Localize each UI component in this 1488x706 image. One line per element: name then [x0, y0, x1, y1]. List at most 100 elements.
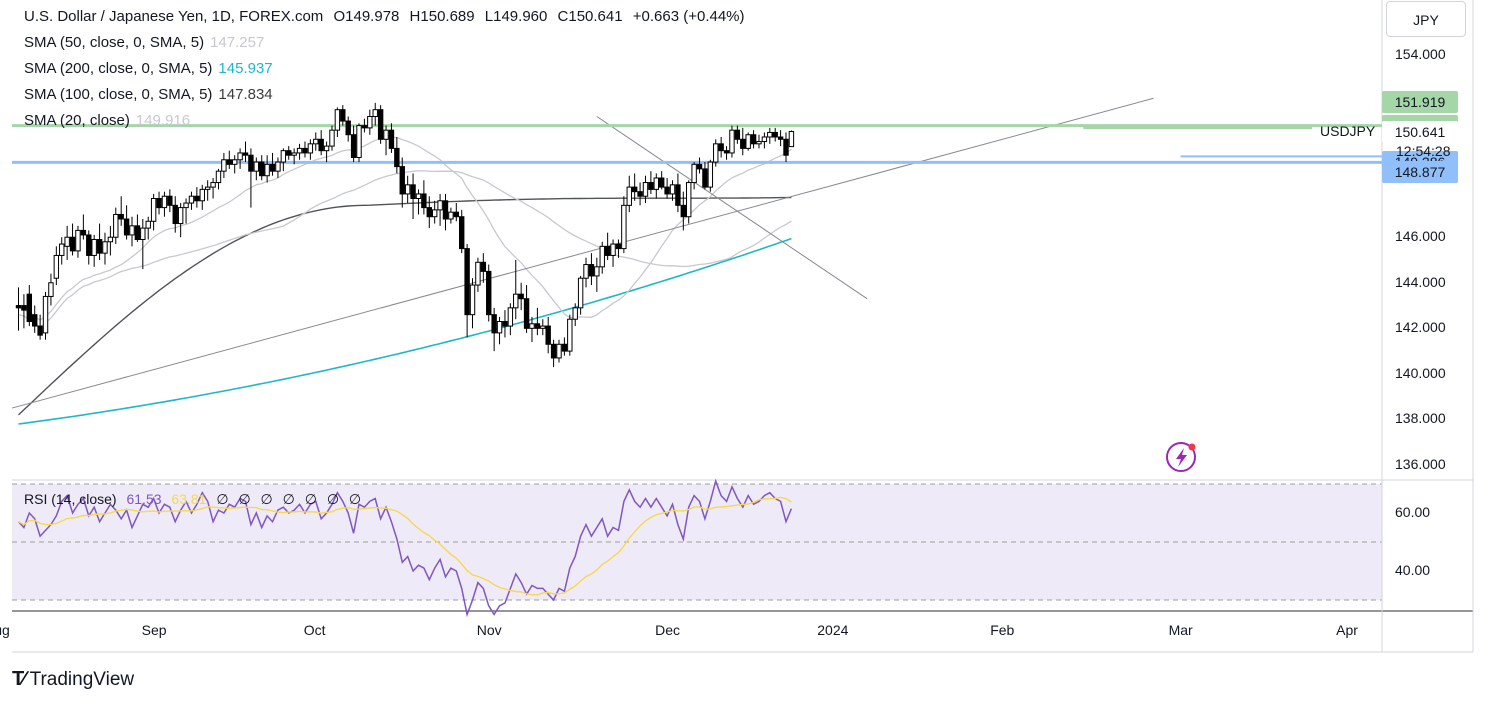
time-tick-label: Dec: [655, 622, 680, 638]
candle-body: [150, 198, 157, 222]
candle-body: [653, 177, 659, 190]
sma-200-line: [18, 237, 792, 425]
candle-body: [459, 216, 465, 250]
candle-body: [275, 161, 281, 172]
candle-body: [486, 270, 492, 316]
legend-sma-100[interactable]: SMA (100, close, 0, SMA, 5) 147.834: [24, 86, 273, 103]
rsi-line: [17, 478, 793, 618]
candle-body: [675, 184, 681, 206]
legend-value: 147.834: [218, 86, 273, 103]
candle-body: [199, 188, 205, 202]
change-value: +0.663 (+0.44%): [632, 8, 745, 25]
legend-value: 147.257: [210, 34, 265, 51]
tradingview-brand[interactable]: T∕ TradingView: [12, 668, 134, 691]
high-value: H150.689: [409, 8, 475, 25]
candle-body: [221, 159, 227, 172]
time-tick-label: 2024: [817, 622, 849, 638]
candle-body: [394, 147, 400, 168]
currency-button[interactable]: JPY: [1386, 1, 1466, 37]
candle-body: [534, 323, 541, 329]
price-tick-label: 144.000: [1395, 273, 1446, 290]
candle-body: [177, 207, 184, 225]
rsi-legend[interactable]: RSI (14, close) 61.53 63.81 ∅ ∅ ∅ ∅ ∅ ∅ …: [24, 491, 367, 508]
candle-body: [610, 243, 616, 256]
candle-body: [350, 134, 357, 159]
candle-body: [302, 147, 308, 154]
candle-body: [361, 125, 368, 129]
candle-body: [561, 343, 568, 352]
candle-body: [345, 120, 351, 136]
rsi-extra: ∅: [238, 491, 251, 507]
rsi-extra: ∅: [216, 491, 229, 507]
rsi-label: RSI (14, close): [24, 491, 117, 507]
candle-body: [696, 163, 703, 170]
legend-sma-50[interactable]: SMA (50, close, 0, SMA, 5) 147.257: [24, 34, 264, 51]
candle-body: [286, 150, 292, 156]
candle-body: [513, 293, 519, 309]
candle-body: [713, 143, 719, 163]
candle-body: [448, 211, 454, 220]
candle-body: [296, 147, 303, 154]
time-tick-label: Aug: [0, 622, 10, 638]
sma-20-line: [18, 136, 792, 321]
legend-label: SMA (50, close, 0, SMA, 5): [24, 34, 205, 51]
candle-body: [329, 129, 335, 147]
candle-body: [523, 298, 530, 329]
lightning-icon: [1176, 448, 1187, 467]
candle-body: [718, 143, 724, 152]
legend-sma-200[interactable]: SMA (200, close, 0, SMA, 5) 145.937: [24, 60, 273, 77]
candle-body: [556, 343, 562, 359]
rsi-value: 61.53: [126, 491, 162, 507]
candle-body: [788, 131, 795, 148]
candle-body: [318, 138, 324, 152]
close-value: C150.641: [557, 8, 623, 25]
rsi-ma-value: 63.81: [171, 491, 207, 507]
time-tick-label: Feb: [990, 622, 1015, 638]
candle-body: [415, 193, 422, 199]
legend-sma-20[interactable]: SMA (20, close) 149.916: [24, 112, 190, 129]
rsi-tick-label: 60.00: [1395, 504, 1431, 520]
candle-body: [745, 134, 751, 149]
time-tick-label: Nov: [476, 622, 502, 638]
candle-body: [453, 211, 460, 218]
candle-body: [194, 195, 200, 202]
candle-body: [388, 129, 395, 149]
candle-body: [583, 264, 589, 279]
candle-body: [442, 200, 449, 220]
price-tick-label: 154.000: [1395, 46, 1446, 62]
candle-body: [480, 261, 487, 272]
time-tick-label: Sep: [141, 622, 167, 638]
candle-body: [232, 159, 238, 165]
rsi-extra: ∅: [282, 491, 295, 507]
candle-body: [631, 186, 638, 193]
symbol-label: USDJPY: [1320, 123, 1376, 139]
candle-body: [383, 129, 389, 140]
candle-body: [723, 150, 730, 154]
candle-body: [545, 325, 551, 345]
candle-body: [140, 227, 146, 241]
candle-body: [102, 241, 108, 254]
low-value: L149.960: [484, 8, 548, 25]
rsi-extra: ∅: [326, 491, 340, 507]
candle-body: [426, 207, 432, 218]
candle-body: [96, 239, 103, 254]
legend-value: 145.937: [218, 60, 273, 77]
candle-body: [518, 293, 524, 300]
candle-body: [264, 163, 270, 177]
legend-label: SMA (200, close, 0, SMA, 5): [24, 60, 213, 77]
candle-body: [242, 152, 249, 156]
candle-body: [783, 138, 789, 156]
candle-body: [80, 229, 87, 236]
candle-body: [604, 245, 611, 256]
candle-body: [248, 154, 254, 172]
candle-body: [188, 195, 195, 204]
candle-body: [707, 161, 714, 188]
price-tick-label: 146.000: [1395, 228, 1446, 245]
candle-body: [777, 136, 784, 140]
candle-body: [626, 186, 632, 206]
candle-body: [15, 305, 22, 309]
candle-body: [404, 184, 411, 195]
rsi-extra: ∅: [304, 491, 317, 507]
candle-body: [26, 293, 33, 322]
